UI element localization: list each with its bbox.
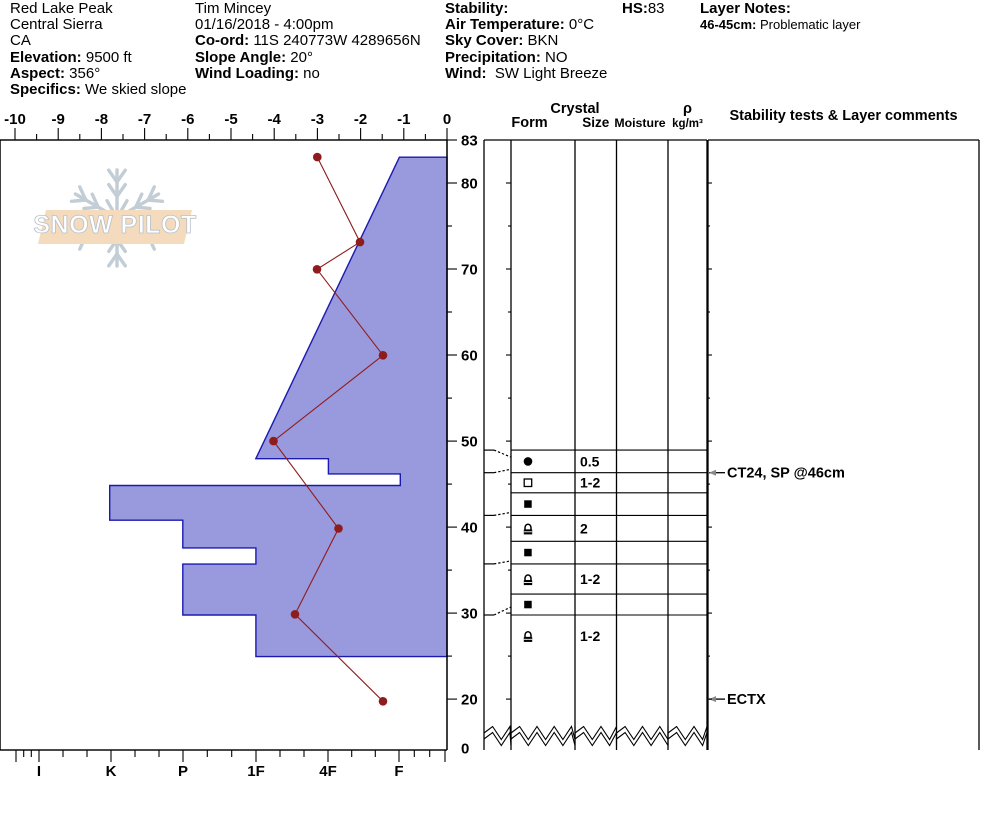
svg-text:20: 20	[461, 692, 478, 709]
svg-text:-4: -4	[268, 111, 282, 128]
svg-text:P: P	[178, 763, 188, 780]
svg-text:1-2: 1-2	[580, 628, 600, 644]
svg-text:-9: -9	[52, 111, 65, 128]
svg-text:1F: 1F	[247, 763, 265, 780]
svg-text:40: 40	[461, 520, 478, 537]
svg-text:80: 80	[461, 176, 478, 193]
svg-text:Form: Form	[511, 115, 547, 131]
svg-text:-5: -5	[224, 111, 237, 128]
svg-text:2: 2	[580, 520, 588, 536]
svg-text:1-2: 1-2	[580, 571, 600, 587]
svg-text:0: 0	[443, 111, 451, 128]
svg-text:-10: -10	[4, 111, 26, 128]
svg-text:4F: 4F	[319, 763, 337, 780]
svg-text:ECTX: ECTX	[727, 692, 766, 708]
svg-text:70: 70	[461, 262, 478, 279]
svg-text:kg/m³: kg/m³	[672, 118, 703, 130]
svg-text:30: 30	[461, 606, 478, 623]
svg-text:-7: -7	[138, 111, 151, 128]
svg-text:-2: -2	[354, 111, 367, 128]
svg-text:0.5: 0.5	[580, 453, 600, 469]
svg-text:-1: -1	[397, 111, 410, 128]
svg-text:Moisture: Moisture	[614, 116, 665, 130]
svg-text:Size: Size	[582, 115, 610, 130]
svg-text:50: 50	[461, 434, 478, 451]
svg-text:I: I	[37, 763, 41, 780]
svg-text:83: 83	[461, 133, 478, 150]
svg-text:K: K	[106, 763, 117, 780]
svg-text:0: 0	[461, 741, 469, 758]
svg-text:-3: -3	[311, 111, 324, 128]
svg-text:1-2: 1-2	[580, 475, 600, 491]
svg-text:60: 60	[461, 348, 478, 365]
svg-text:Stability tests & Layer commen: Stability tests & Layer comments	[729, 108, 957, 124]
svg-text:CT24, SP @46cm: CT24, SP @46cm	[727, 466, 845, 482]
svg-text:-8: -8	[95, 111, 108, 128]
svg-text:SNOW PILOT: SNOW PILOT	[33, 211, 196, 239]
svg-text:ρ: ρ	[683, 101, 692, 117]
svg-text:F: F	[394, 763, 403, 780]
svg-text:-6: -6	[181, 111, 194, 128]
